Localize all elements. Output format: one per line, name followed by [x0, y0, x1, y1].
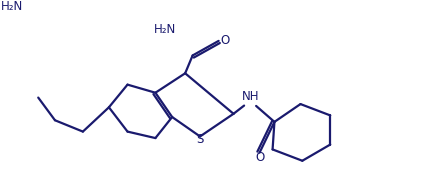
Text: NH: NH: [242, 91, 259, 103]
Text: H₂N: H₂N: [154, 23, 176, 36]
Text: O: O: [221, 34, 230, 47]
Text: O: O: [255, 151, 264, 164]
Text: S: S: [196, 133, 204, 146]
Text: H₂N: H₂N: [1, 0, 23, 13]
